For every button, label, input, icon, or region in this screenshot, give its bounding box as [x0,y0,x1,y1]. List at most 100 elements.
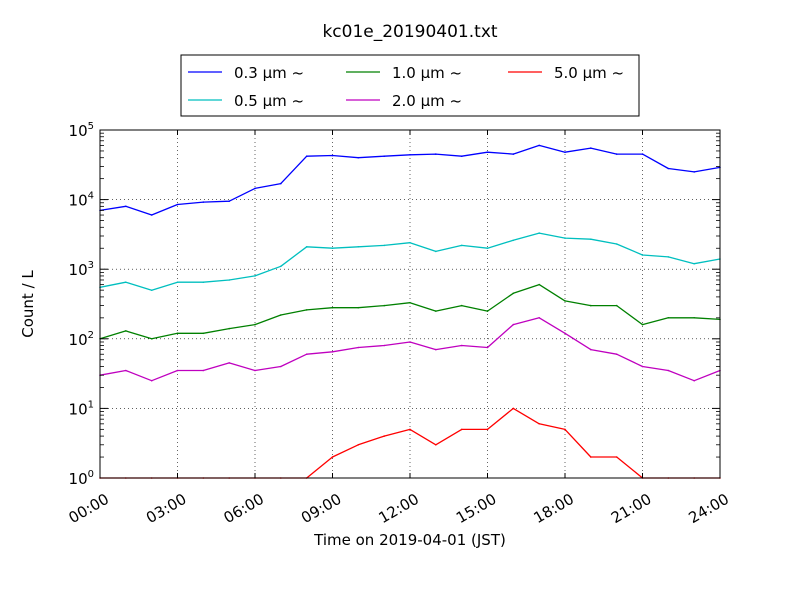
data-point [357,156,360,159]
data-point [383,244,386,247]
data-point [590,348,592,351]
data-point [641,365,644,368]
data-point [150,338,153,340]
y-tick-label: 102 [69,330,94,349]
data-point [383,304,386,307]
data-point [176,332,179,335]
legend-label: 0.3 μm ~ [234,64,304,82]
data-point [460,155,463,157]
series-line [99,232,721,291]
data-point [280,265,282,268]
data-point [512,292,515,295]
data-point [435,250,437,253]
data-point [305,246,308,248]
data-point [512,323,515,326]
data-point [409,428,411,431]
legend-label: 1.0 μm ~ [392,64,462,82]
legend-label: 5.0 μm ~ [554,64,624,82]
data-point [641,323,644,326]
data-point [331,456,334,458]
data-point [305,309,308,311]
data-point [460,304,463,307]
x-axis-label: Time on 2019-04-01 (JST) [313,531,506,549]
data-point [150,214,153,216]
data-point [460,244,463,247]
data-point [202,201,205,203]
y-tick-label: 100 [69,469,94,488]
y-tick-base: 10 [69,331,88,349]
y-tick-exponent: 0 [88,469,94,480]
data-point [564,237,566,239]
data-point [409,301,411,304]
data-point [228,362,230,364]
legend-label: 2.0 μm ~ [392,92,462,110]
data-point [150,379,153,382]
data-point [538,232,540,234]
data-point [202,369,205,372]
data-point [331,351,334,353]
data-point [254,369,256,372]
data-point [331,247,334,249]
data-point [486,310,489,312]
data-point [228,200,230,202]
data-point [435,310,437,312]
data-point [693,317,695,319]
data-point [590,147,592,149]
data-point [357,444,360,446]
data-point [460,428,463,431]
data-point [357,346,360,349]
data-point [641,254,644,256]
data-point [125,205,127,208]
data-point [176,369,179,372]
y-tick-base: 10 [69,122,88,140]
data-point [435,153,437,155]
grid [99,129,721,479]
data-point [538,317,540,319]
data-point [693,171,695,173]
data-point [176,203,179,206]
series-line [99,144,721,216]
data-point [615,243,618,245]
data-point [486,346,489,349]
data-point [564,332,566,335]
data-point [486,428,489,431]
data-point [590,456,592,458]
data-point [150,289,153,292]
x-tick-label: 21:00 [608,490,654,527]
data-point [460,344,463,347]
data-point [202,281,205,284]
series-3 [99,317,721,382]
data-point [254,323,256,326]
y-tick-exponent: 3 [88,260,94,271]
data-point [435,348,437,351]
y-tick-label: 103 [69,260,94,279]
data-point [228,327,230,330]
x-tick-labels: 00:00 03:00 06:00 09:00 12:00 15:00 18:00 21:00… [66,490,732,527]
data-point [280,314,282,316]
x-tick-label: 15:00 [453,490,499,527]
data-point [590,304,592,307]
data-point [512,239,515,242]
y-tick-base: 10 [69,261,88,279]
data-point [280,182,282,185]
data-point [305,353,308,356]
data-point [280,365,282,368]
data-point [409,241,411,244]
data-point [435,444,437,446]
data-point [409,341,411,343]
legend-label: 0.5 μm ~ [234,92,304,110]
data-point [202,332,205,335]
data-point [409,154,411,156]
y-tick-exponent: 2 [88,330,94,341]
data-point [564,300,566,302]
data-point [357,306,360,309]
data-point [615,456,618,458]
series-0 [99,144,721,216]
data-point [667,369,670,372]
x-tick-label: 06:00 [221,490,267,527]
data-point [383,344,386,347]
y-tick-base: 10 [69,192,88,210]
y-tick-label: 104 [69,191,94,210]
data-point [641,153,644,155]
data-point [125,369,127,372]
